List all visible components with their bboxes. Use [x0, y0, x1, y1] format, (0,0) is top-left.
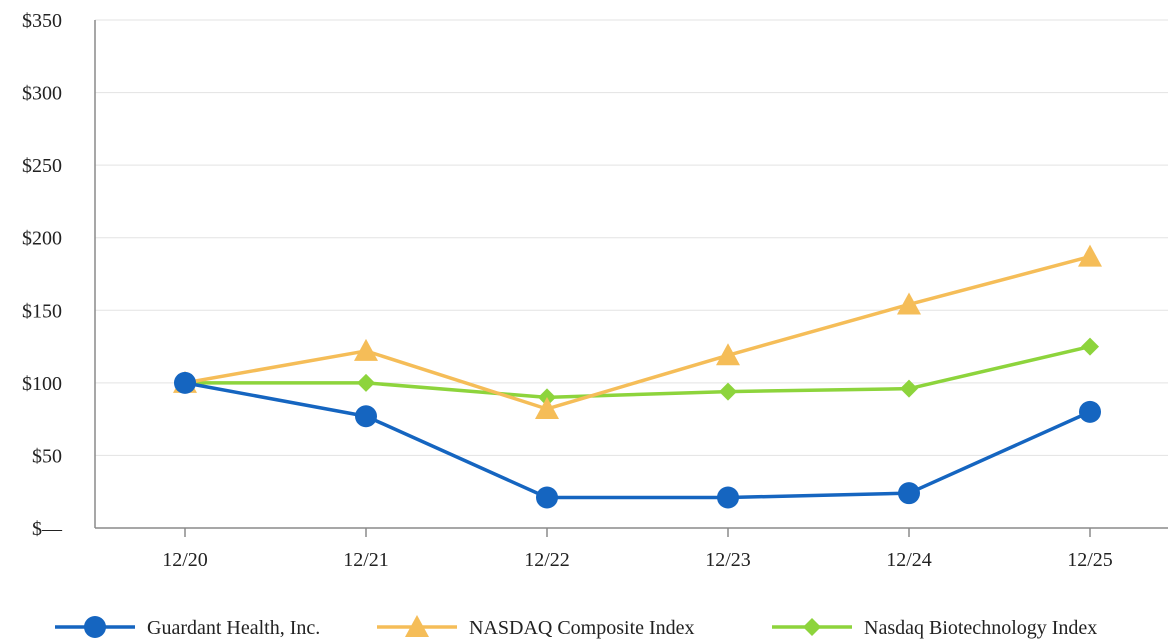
data-point: [897, 292, 921, 315]
x-tick-label: 12/23: [705, 549, 751, 571]
data-point: [1078, 244, 1102, 267]
y-axis-ticks: $— $50 $100 $150 $200 $250 $300 $350: [22, 10, 63, 540]
data-point: [719, 382, 737, 401]
series-line: [185, 344, 1091, 400]
x-tick-label: 12/21: [343, 549, 389, 571]
data-point: [1079, 400, 1101, 423]
x-axis-ticks: 12/20 12/21 12/22 12/23 12/24 12/25: [162, 528, 1113, 571]
legend-label: Nasdaq Biotechnology Index: [864, 617, 1097, 639]
y-tick-label: $250: [22, 155, 62, 177]
legend: Guardant Health, Inc. NASDAQ Composite In…: [55, 615, 1097, 639]
y-tick-label: $350: [22, 10, 62, 32]
legend-marker: [803, 618, 821, 636]
x-tick-label: 12/25: [1067, 549, 1113, 571]
data-point: [357, 373, 375, 392]
data-point: [900, 379, 918, 398]
data-point: [174, 371, 196, 394]
x-tick-label: 12/24: [886, 549, 932, 571]
axes: [94, 20, 1168, 529]
y-tick-label: $150: [22, 300, 62, 322]
data-point: [717, 486, 739, 509]
data-point: [535, 396, 559, 419]
gridlines: [95, 19, 1168, 456]
legend-label: NASDAQ Composite Index: [469, 617, 695, 639]
data-point: [354, 338, 378, 361]
legend-item: Guardant Health, Inc.: [55, 616, 320, 639]
data-point: [1081, 337, 1099, 356]
legend-label: Guardant Health, Inc.: [147, 617, 320, 639]
legend-item: NASDAQ Composite Index: [377, 615, 695, 639]
x-tick-label: 12/22: [524, 549, 570, 571]
legend-marker: [405, 615, 429, 637]
y-tick-label: $300: [22, 83, 62, 105]
data-point: [536, 486, 558, 509]
y-tick-label: $50: [32, 445, 62, 467]
data-point: [898, 482, 920, 505]
x-tick-label: 12/20: [162, 549, 208, 571]
y-tick-label: $200: [22, 228, 62, 250]
legend-item: Nasdaq Biotechnology Index: [772, 617, 1097, 639]
data-point: [355, 405, 377, 428]
series-group: [176, 337, 1099, 407]
y-tick-label: $100: [22, 373, 62, 395]
series-layer: [173, 244, 1102, 509]
series-line: [184, 381, 1091, 500]
y-tick-label: $—: [32, 518, 63, 540]
data-point: [716, 343, 740, 366]
series-line: [184, 254, 1091, 411]
legend-marker: [84, 616, 106, 638]
series-group: [174, 371, 1101, 509]
